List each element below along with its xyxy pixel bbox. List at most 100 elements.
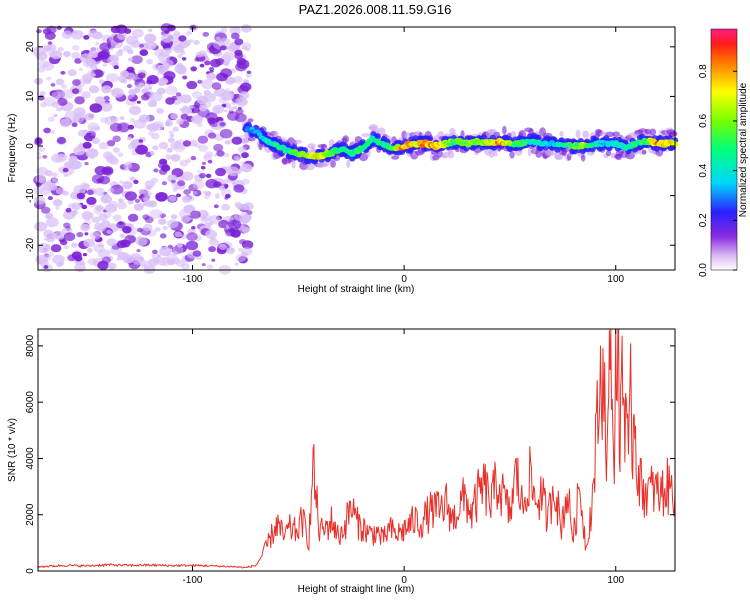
- noise-speck: [74, 58, 82, 64]
- noise-speck: [93, 243, 105, 253]
- noise-speck: [92, 31, 103, 40]
- colorbar-gradient: [711, 29, 737, 270]
- noise-speck: [183, 189, 191, 195]
- noise-speck: [48, 183, 58, 191]
- noise-speck: [195, 51, 203, 58]
- noise-speck: [98, 79, 105, 84]
- noise-speck: [53, 231, 65, 240]
- noise-speck: [137, 72, 146, 79]
- noise-speck: [61, 30, 73, 39]
- signal-core: [613, 140, 619, 144]
- noise-speck: [127, 199, 134, 205]
- noise-speck: [100, 49, 110, 57]
- spectrogram-y-axis-label: Frequency (Hz): [7, 114, 18, 183]
- noise-speck: [106, 140, 116, 147]
- noise-speck: [50, 50, 63, 60]
- noise-speck: [143, 223, 153, 232]
- noise-speck: [136, 227, 143, 233]
- noise-speck: [143, 264, 156, 274]
- noise-speck: [117, 122, 130, 133]
- noise-speck: [197, 170, 202, 174]
- noise-speck: [209, 69, 214, 73]
- noise-speck: [218, 185, 225, 191]
- noise-speck: [198, 144, 209, 152]
- snr-x-ticks: -100 0 100: [182, 329, 625, 586]
- noise-speck: [215, 58, 225, 66]
- noise-speck: [87, 122, 100, 132]
- noise-speck: [152, 63, 161, 71]
- spectrogram-y-tick-label: -10: [25, 188, 36, 203]
- noise-speck: [73, 112, 82, 119]
- noise-speck: [162, 226, 168, 230]
- noise-speck: [57, 47, 64, 52]
- snr-x-tick-label: -100: [182, 575, 202, 586]
- noise-speck: [106, 229, 112, 235]
- noise-speck: [98, 142, 109, 150]
- noise-speck: [170, 179, 176, 184]
- noise-speck: [34, 137, 43, 144]
- noise-speck: [171, 168, 184, 178]
- noise-speck: [52, 199, 63, 207]
- noise-speck: [181, 106, 192, 115]
- colorbar-tick-label: 0.0: [698, 263, 709, 277]
- noise-speck: [179, 94, 192, 104]
- noise-speck: [170, 214, 178, 220]
- signal-halo: [321, 143, 328, 149]
- signal-core: [249, 126, 255, 131]
- noise-speck: [228, 219, 242, 230]
- colorbar-tick-label: 0.6: [698, 114, 709, 128]
- noise-speck: [190, 156, 197, 161]
- noise-speck: [86, 189, 94, 196]
- noise-speck: [127, 136, 132, 141]
- noise-speck: [154, 227, 161, 232]
- noise-speck: [119, 180, 124, 184]
- noise-speck: [234, 38, 244, 46]
- noise-speck: [229, 26, 241, 35]
- noise-speck: [186, 232, 198, 242]
- signal-halo: [582, 130, 589, 139]
- noise-speck: [50, 83, 56, 87]
- noise-speck: [100, 192, 105, 196]
- noise-speck: [43, 127, 51, 134]
- noise-speck: [37, 66, 46, 73]
- noise-speck: [177, 54, 183, 58]
- noise-speck: [208, 246, 217, 253]
- noise-speck: [203, 194, 211, 200]
- noise-speck: [95, 41, 100, 46]
- noise-speck: [169, 134, 175, 138]
- noise-speck: [105, 203, 117, 213]
- noise-speck: [233, 184, 245, 193]
- noise-speck: [78, 67, 83, 71]
- figure-title: PAZ1.2026.008.11.59.G16: [299, 2, 452, 17]
- noise-speck: [60, 70, 66, 75]
- noise-speck: [67, 69, 77, 77]
- noise-speck: [46, 76, 52, 81]
- noise-speck: [116, 32, 127, 40]
- spectrogram-signal-layer: [241, 118, 679, 171]
- noise-speck: [159, 233, 167, 239]
- noise-speck: [127, 142, 138, 150]
- noise-speck: [147, 99, 158, 108]
- noise-speck: [63, 245, 69, 250]
- signal-halo: [391, 155, 400, 160]
- noise-speck: [219, 45, 227, 51]
- noise-speck: [222, 60, 230, 66]
- noise-speck: [111, 89, 120, 95]
- spectrogram-x-tick-label: 100: [607, 274, 624, 285]
- noise-speck: [175, 140, 181, 145]
- noise-speck: [33, 186, 44, 195]
- noise-speck: [62, 167, 69, 173]
- noise-speck: [176, 193, 181, 198]
- noise-speck: [199, 172, 206, 179]
- noise-speck: [130, 253, 135, 257]
- noise-speck: [133, 203, 144, 211]
- noise-speck: [139, 49, 149, 56]
- noise-speck: [43, 265, 49, 269]
- noise-speck: [192, 180, 205, 190]
- noise-speck: [206, 264, 214, 270]
- noise-speck: [71, 51, 80, 59]
- noise-speck: [70, 210, 77, 216]
- noise-speck: [166, 147, 173, 153]
- noise-speck: [106, 155, 118, 165]
